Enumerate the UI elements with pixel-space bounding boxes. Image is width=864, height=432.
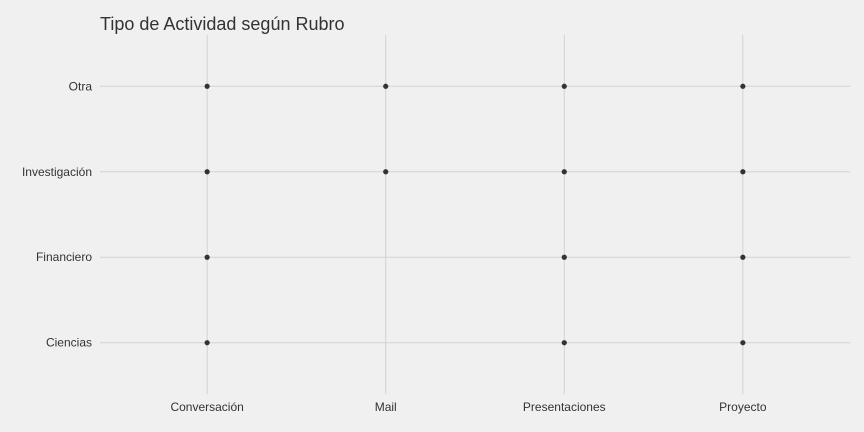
data-point xyxy=(740,254,746,260)
data-point xyxy=(740,340,746,346)
data-points xyxy=(204,83,746,346)
y-tick-label: Investigación xyxy=(22,165,92,179)
grid-lines xyxy=(100,35,850,394)
data-point xyxy=(204,83,210,89)
y-tick-label: Financiero xyxy=(36,250,92,264)
data-point xyxy=(740,83,746,89)
y-axis-tick-labels: Ciencias Financiero Investigación Otra xyxy=(22,79,92,349)
y-tick-label: Otra xyxy=(69,79,93,93)
data-point xyxy=(561,254,567,260)
x-axis-tick-labels: Conversación Mail Presentaciones Proyecto xyxy=(170,400,766,414)
chart-title: Tipo de Actividad según Rubro xyxy=(100,14,345,34)
x-tick-label: Conversación xyxy=(170,400,243,414)
x-tick-label: Proyecto xyxy=(719,400,767,414)
data-point xyxy=(740,169,746,175)
data-point xyxy=(561,169,567,175)
data-point xyxy=(561,340,567,346)
data-point xyxy=(561,83,567,89)
data-point xyxy=(204,254,210,260)
data-point xyxy=(204,169,210,175)
data-point xyxy=(204,340,210,346)
x-tick-label: Mail xyxy=(375,400,397,414)
data-point xyxy=(383,83,389,89)
y-tick-label: Ciencias xyxy=(46,336,92,350)
x-tick-label: Presentaciones xyxy=(523,400,606,414)
data-point xyxy=(383,169,389,175)
